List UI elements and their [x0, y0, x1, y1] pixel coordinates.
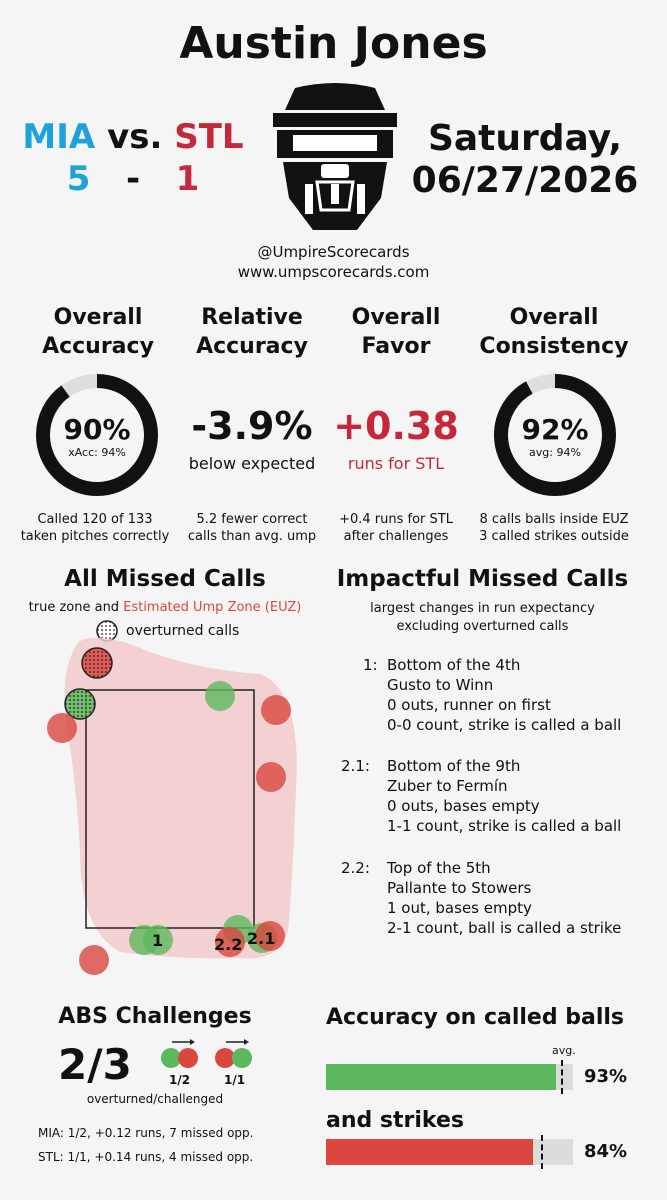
- consistency-value-block: 92% avg: 94%: [492, 413, 618, 459]
- called-balls-title: Accuracy on called balls: [326, 1005, 625, 1030]
- vs-label: vs.: [107, 117, 163, 157]
- called-strikes-pct: 84%: [584, 1141, 628, 1162]
- umpire-mask-icon: [273, 83, 397, 230]
- challenge-dot-green: [232, 1048, 252, 1068]
- abs-score: 2/3: [58, 1040, 132, 1089]
- accuracy-expected: xAcc: 94%: [68, 446, 126, 459]
- challenge-ratio-2: 1/1: [224, 1073, 245, 1087]
- favor-value: +0.38: [333, 404, 459, 448]
- impactful-item-number: 2.1:: [341, 757, 370, 775]
- relative-title: Relative Accuracy: [196, 305, 308, 359]
- consistency-value: 92%: [521, 413, 589, 446]
- game-date: Saturday, 06/27/2026: [400, 118, 650, 202]
- impactful-item: 2.2: Top of the 5th Pallante to Stowers 1…: [341, 859, 622, 937]
- called-balls-bar: [326, 1060, 573, 1094]
- home-score: 1: [175, 159, 200, 199]
- favor-title: Overall Favor: [351, 305, 441, 359]
- matchup: MIA vs. STL 5 - 1: [18, 116, 248, 200]
- missed-call-dot: [256, 762, 286, 792]
- accuracy-footnote: Called 120 of 133 taken pitches correctly: [20, 512, 170, 544]
- accuracy-value: 90%: [63, 413, 131, 446]
- abs-mia-line: MIA: 1/2, +0.12 runs, 7 missed opp.: [38, 1126, 254, 1140]
- favor-sub: runs for STL: [347, 454, 445, 473]
- call-label-2-2: 2.2: [214, 935, 242, 954]
- accuracy-ring: [36, 374, 158, 496]
- challenge-dot-red: [178, 1048, 198, 1068]
- challenge-ratio-1: 1/2: [169, 1073, 190, 1087]
- consistency-ring-arc: [494, 374, 616, 496]
- overturned-ring: [64, 688, 96, 720]
- accuracy-title: Overall Accuracy: [42, 305, 154, 359]
- home-team: STL: [174, 117, 244, 157]
- challenge-dot-green: [161, 1048, 181, 1068]
- relative-value-block: -3.9% below expected: [172, 404, 332, 473]
- euz-label: Estimated Ump Zone (EUZ): [123, 600, 302, 615]
- relative-value: -3.9%: [191, 404, 313, 448]
- twitter-handle: @UmpireScorecards: [257, 243, 410, 261]
- credits: @UmpireScorecards www.umpscorecards.com: [0, 242, 667, 282]
- consistency-title: Overall Consistency: [479, 305, 629, 359]
- true-strike-zone: [85, 689, 255, 929]
- euz-region: [64, 637, 297, 959]
- date-full: 06/27/2026: [411, 160, 639, 201]
- accuracy-ring-arc: [36, 374, 158, 496]
- abs-title: ABS Challenges: [58, 1004, 252, 1029]
- abs-challenge-icons: 1/2 1/1: [161, 1039, 252, 1087]
- favor-footnote: +0.4 runs for STL after challenges: [339, 512, 453, 544]
- challenge-dot-red: [215, 1048, 235, 1068]
- relative-footnote: 5.2 fewer correct calls than avg. ump: [187, 512, 317, 544]
- overturned-ring: [81, 647, 113, 679]
- missed-call-dot: [47, 713, 77, 743]
- avg-label: avg.: [552, 1044, 576, 1057]
- missed-call-dot: [215, 927, 245, 957]
- missed-calls-title: All Missed Calls: [64, 566, 266, 592]
- called-strikes-title: and strikes: [326, 1108, 464, 1133]
- score-dash: -: [125, 159, 141, 199]
- overturned-legend-label: overturned calls: [126, 623, 240, 639]
- missed-call-dot: [143, 925, 173, 955]
- missed-calls-subtitle: true zone and Estimated Ump Zone (EUZ): [28, 600, 302, 615]
- call-label-1: 1: [152, 931, 163, 950]
- favor-value-block: +0.38 runs for STL: [316, 404, 476, 473]
- away-team: MIA: [22, 117, 96, 157]
- call-label-2-1: 2.1: [247, 929, 275, 948]
- impactful-item-number: 1:: [363, 656, 378, 674]
- called-balls-bar-fill: [326, 1064, 556, 1090]
- relative-sub: below expected: [188, 454, 316, 473]
- strike-zone-plot: 1 2.2 2.1: [47, 637, 297, 975]
- consistency-footnote: 8 calls balls inside EUZ 3 called strikes…: [479, 512, 629, 544]
- website-link: www.umpscorecards.com: [237, 263, 430, 281]
- consistency-ring: [494, 374, 616, 496]
- called-balls-avg-marker: [560, 1060, 563, 1094]
- called-balls-pct: 93%: [584, 1066, 628, 1087]
- away-score: 5: [66, 159, 91, 199]
- accuracy-value-block: 90% xAcc: 94%: [34, 413, 160, 459]
- impactful-subtitle: largest changes in run expectancy excludi…: [370, 601, 595, 634]
- consistency-average: avg: 94%: [529, 446, 581, 459]
- abs-subtitle: overturned/challenged: [86, 1092, 224, 1106]
- umpire-name: Austin Jones: [179, 18, 488, 69]
- missed-call-dot: [205, 681, 235, 711]
- called-strikes-avg-marker: [540, 1135, 543, 1169]
- called-strikes-bar-fill: [326, 1139, 534, 1165]
- impactful-item: 1: Bottom of the 4th Gusto to Winn 0 outs…: [363, 656, 622, 734]
- called-strikes-bar: [326, 1135, 573, 1169]
- impactful-item-number: 2.2:: [341, 859, 370, 877]
- date-day: Saturday,: [427, 118, 623, 159]
- impactful-item: 2.1: Bottom of the 9th Zuber to Fermín 0 …: [341, 757, 622, 835]
- missed-call-dot: [255, 921, 285, 951]
- missed-call-dot: [79, 945, 109, 975]
- impactful-title: Impactful Missed Calls: [336, 566, 629, 592]
- missed-call-dot: [261, 695, 291, 725]
- abs-stl-line: STL: 1/1, +0.14 runs, 4 missed opp.: [38, 1150, 254, 1164]
